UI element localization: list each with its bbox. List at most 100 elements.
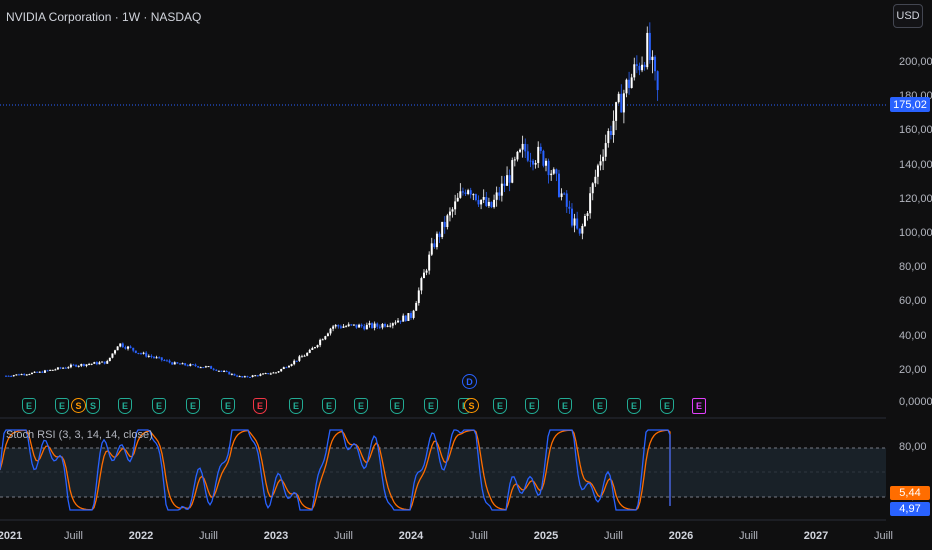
time-axis-label: Juill bbox=[874, 530, 893, 542]
time-axis-label: Juill bbox=[469, 530, 488, 542]
earnings-marker[interactable]: E bbox=[253, 398, 267, 414]
candle bbox=[207, 366, 210, 368]
candle bbox=[420, 278, 423, 291]
candle bbox=[254, 375, 257, 377]
candle bbox=[583, 216, 586, 226]
earnings-marker[interactable]: E bbox=[558, 398, 572, 414]
earnings-marker[interactable]: E bbox=[390, 398, 404, 414]
candle bbox=[339, 326, 342, 328]
candle bbox=[373, 323, 376, 328]
candle bbox=[337, 325, 340, 327]
candle bbox=[591, 183, 594, 194]
earnings-marker[interactable]: E bbox=[152, 398, 166, 414]
candle bbox=[124, 347, 127, 349]
time-axis-label: 2021 bbox=[0, 530, 23, 542]
candle bbox=[498, 192, 501, 196]
candle bbox=[620, 93, 623, 113]
earnings-marker[interactable]: E bbox=[424, 398, 438, 414]
candle bbox=[233, 373, 236, 376]
candle bbox=[472, 194, 475, 196]
candle bbox=[51, 369, 54, 371]
candle bbox=[300, 356, 303, 358]
candle bbox=[570, 208, 573, 226]
candle bbox=[397, 320, 400, 323]
candle bbox=[98, 362, 101, 365]
candle bbox=[17, 374, 20, 376]
time-axis-label: 2027 bbox=[803, 530, 829, 542]
earnings-marker[interactable]: E bbox=[627, 398, 641, 414]
indicator-title[interactable]: Stoch RSI (3, 3, 14, 14, close) bbox=[6, 429, 153, 441]
candle bbox=[490, 201, 493, 208]
candle bbox=[446, 215, 449, 228]
candle bbox=[295, 360, 298, 362]
candle bbox=[223, 371, 226, 373]
candle bbox=[547, 160, 550, 176]
candle bbox=[516, 151, 519, 160]
dividend-marker[interactable]: D bbox=[462, 374, 477, 389]
candle bbox=[477, 200, 480, 205]
candle bbox=[578, 228, 581, 234]
earnings-marker[interactable]: E bbox=[118, 398, 132, 414]
candle bbox=[467, 190, 470, 194]
earnings-marker[interactable]: E bbox=[55, 398, 69, 414]
candle bbox=[555, 169, 558, 174]
candle bbox=[430, 243, 433, 255]
candle bbox=[342, 326, 345, 328]
earnings-marker[interactable]: E bbox=[493, 398, 507, 414]
candle bbox=[184, 363, 187, 366]
candle bbox=[160, 357, 163, 361]
candle bbox=[513, 159, 516, 161]
time-axis-label: 2026 bbox=[668, 530, 694, 542]
candle bbox=[275, 372, 277, 374]
candle bbox=[72, 364, 75, 366]
candle bbox=[435, 233, 438, 248]
time-axis-label: Juill bbox=[739, 530, 758, 542]
candle bbox=[46, 370, 49, 372]
earnings-marker[interactable]: S bbox=[86, 398, 100, 414]
candle bbox=[609, 131, 612, 136]
candle bbox=[114, 350, 117, 354]
candle bbox=[25, 374, 28, 376]
earnings-marker[interactable]: E bbox=[289, 398, 303, 414]
candle bbox=[140, 353, 142, 355]
candle bbox=[633, 64, 636, 78]
candle bbox=[526, 151, 529, 161]
candle bbox=[469, 190, 472, 195]
future-earnings-marker[interactable]: E bbox=[692, 398, 706, 414]
earnings-marker[interactable]: E bbox=[354, 398, 368, 414]
earnings-marker[interactable]: E bbox=[660, 398, 674, 414]
candle bbox=[158, 357, 161, 359]
candle bbox=[404, 315, 407, 321]
candle bbox=[493, 199, 496, 208]
candle bbox=[506, 175, 509, 186]
candle bbox=[422, 272, 425, 279]
candle bbox=[280, 369, 283, 372]
candle bbox=[15, 374, 18, 376]
earnings-marker[interactable]: E bbox=[525, 398, 539, 414]
candle bbox=[41, 371, 44, 373]
earnings-marker[interactable]: E bbox=[322, 398, 336, 414]
split-marker-2[interactable]: S bbox=[464, 398, 479, 413]
currency-button[interactable]: USD bbox=[893, 4, 923, 28]
earnings-marker[interactable]: E bbox=[593, 398, 607, 414]
earnings-marker[interactable]: E bbox=[22, 398, 36, 414]
time-axis-label: Juill bbox=[604, 530, 623, 542]
candle bbox=[230, 373, 233, 375]
candle bbox=[376, 323, 379, 327]
earnings-marker[interactable]: E bbox=[221, 398, 235, 414]
earnings-marker[interactable]: E bbox=[186, 398, 200, 414]
candle bbox=[43, 370, 46, 373]
candle bbox=[345, 326, 348, 328]
candle bbox=[428, 254, 431, 271]
candle bbox=[5, 375, 7, 377]
candle bbox=[581, 225, 584, 234]
candle bbox=[38, 371, 41, 373]
candle bbox=[643, 64, 646, 68]
candle bbox=[441, 221, 444, 238]
split-marker[interactable]: S bbox=[71, 398, 86, 413]
candle bbox=[589, 193, 592, 214]
candle bbox=[350, 324, 353, 326]
candle bbox=[459, 191, 462, 198]
candle bbox=[646, 32, 649, 68]
